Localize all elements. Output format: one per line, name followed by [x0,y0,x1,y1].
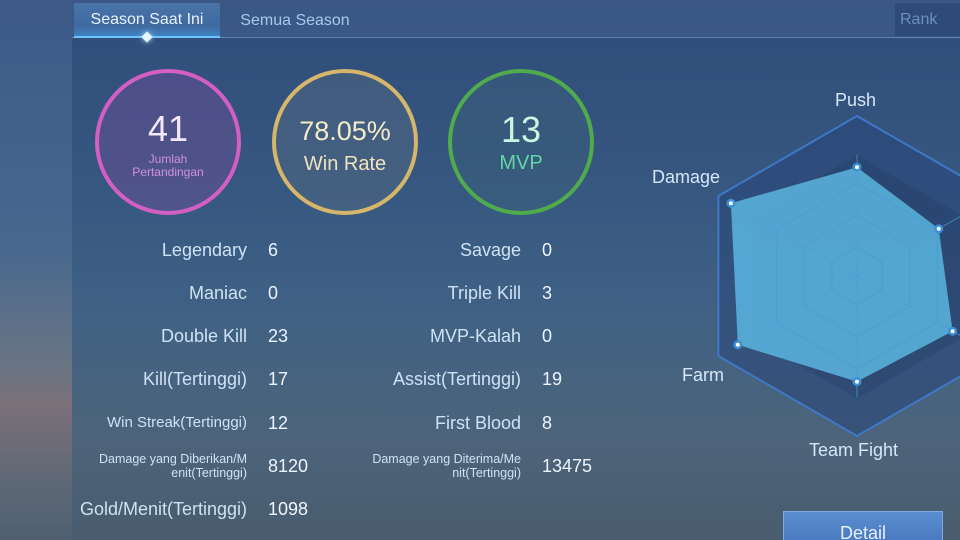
stat-label-mvp-lose: MVP-Kalah [429,326,521,346]
win-rate-circle: 78.05% Win Rate [272,69,418,215]
tab-current-season-label: Season Saat Ini [90,10,204,28]
stat-value-mvp-lose: 0 [542,326,553,346]
tab-bar: Season Saat Ini Semua Season [72,0,960,43]
stat-value-kill-highest: 17 [268,369,289,389]
stat-value-triple-kill: 3 [542,283,553,303]
stat-value-double-kill: 23 [268,326,289,346]
stat-label-double-kill: Double Kill [160,326,247,346]
stat-value-damage-taken: 13475 [542,456,593,476]
stat-value-gold-per-min: 1098 [268,499,309,519]
stat-value-savage: 0 [542,240,553,260]
stat-label-maniac: Maniac [188,283,247,303]
matches-circle: 41 Jumlah Pertandingan [95,69,241,215]
radar-axis-damage: Damage [652,167,721,187]
stat-label-gold-per-min: Gold/Menit(Tertinggi) [79,499,247,519]
mvp-label: MVP [499,151,543,174]
stat-label-assist-highest: Assist(Tertinggi) [392,369,521,389]
rank-button[interactable]: Rank [895,3,960,36]
tab-all-seasons[interactable]: Semua Season [232,3,358,38]
mvp-value: 13 [500,108,542,150]
matches-value: 41 [147,108,189,149]
stat-label-damage-dealt: Damage yang Diberikan/M enit(Tertinggi) [99,452,247,480]
stat-value-assist-highest: 19 [542,369,563,389]
stat-label-win-streak: Win Streak(Tertinggi) [106,414,247,431]
radar-axis-farm: Farm [682,365,724,385]
background-left [0,0,72,540]
stat-label-legendary: Legendary [161,240,247,260]
tab-all-seasons-label: Semua Season [240,11,350,29]
mvp-circle: 13 MVP [448,69,594,215]
stat-value-damage-dealt: 8120 [268,456,309,476]
detail-button[interactable]: Detail [783,511,943,540]
radar-axis-push: Push [835,90,877,110]
stat-label-savage: Savage [459,240,521,260]
stat-label-kill-highest: Kill(Tertinggi) [142,369,247,389]
stat-value-legendary: 6 [268,240,279,260]
stat-value-maniac: 0 [268,283,279,303]
win-rate-value: 78.05% [299,115,391,146]
stat-label-first-blood: First Blood [434,413,521,433]
matches-label: Jumlah Pertandingan [132,152,204,179]
tab-current-season[interactable]: Season Saat Ini [74,3,220,43]
stat-value-win-streak: 12 [268,413,289,433]
stat-value-first-blood: 8 [542,413,553,433]
stat-label-triple-kill: Triple Kill [447,283,521,303]
stat-label-damage-taken: Damage yang Diterima/Me nit(Tertinggi) [372,452,521,480]
win-rate-label: Win Rate [303,152,387,175]
radar-axis-team-fight: Team Fight [809,440,899,460]
